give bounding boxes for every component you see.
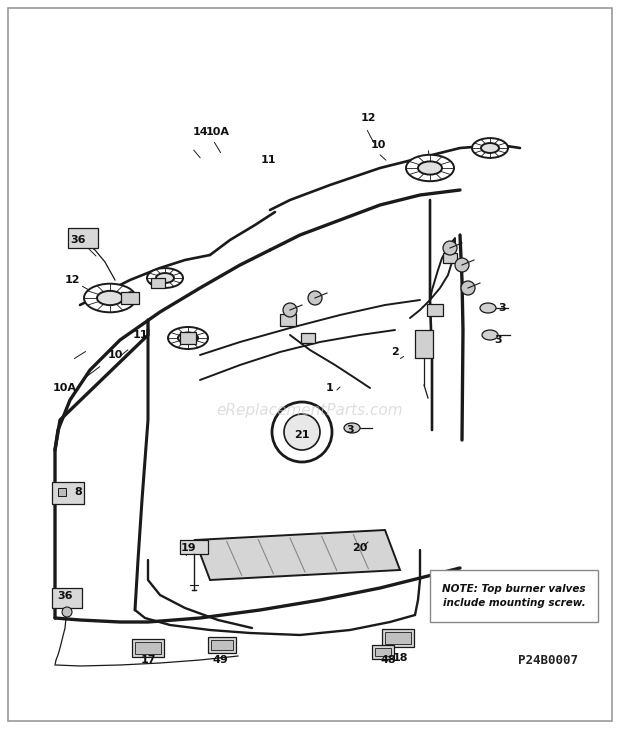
Bar — [372, 645, 394, 659]
Ellipse shape — [480, 303, 496, 313]
Bar — [385, 632, 411, 644]
Text: 11: 11 — [132, 330, 148, 340]
Text: 2: 2 — [391, 347, 399, 357]
Text: 20: 20 — [352, 543, 368, 553]
Text: NOTE: Top burner valves
include mounting screw.: NOTE: Top burner valves include mounting… — [442, 584, 586, 608]
Ellipse shape — [168, 327, 208, 349]
Bar — [58, 488, 66, 496]
Text: 49: 49 — [212, 655, 228, 665]
Text: P24B0007: P24B0007 — [518, 653, 578, 666]
Ellipse shape — [178, 332, 198, 343]
Circle shape — [461, 281, 475, 295]
Text: 10A: 10A — [206, 127, 230, 137]
Bar — [135, 642, 161, 654]
Text: 10A: 10A — [53, 383, 77, 393]
Ellipse shape — [418, 161, 442, 175]
Text: 10: 10 — [107, 350, 123, 360]
Text: 3: 3 — [346, 425, 354, 435]
Ellipse shape — [156, 273, 174, 283]
Ellipse shape — [344, 423, 360, 433]
Bar — [211, 640, 233, 650]
Text: 36: 36 — [57, 591, 73, 601]
Bar — [375, 648, 391, 656]
Text: 12: 12 — [64, 275, 80, 285]
Bar — [443, 253, 457, 263]
Text: 3: 3 — [494, 335, 502, 345]
Bar — [427, 304, 443, 316]
Text: 11: 11 — [260, 155, 276, 165]
Bar — [415, 330, 433, 358]
Circle shape — [443, 241, 457, 255]
Text: 17: 17 — [140, 655, 156, 665]
Bar — [68, 228, 98, 248]
Text: 14: 14 — [192, 127, 208, 137]
Circle shape — [308, 291, 322, 305]
Ellipse shape — [147, 268, 183, 288]
Text: 3: 3 — [498, 303, 506, 313]
Polygon shape — [195, 530, 400, 580]
Text: 36: 36 — [70, 235, 86, 245]
Bar — [301, 333, 315, 343]
Circle shape — [272, 402, 332, 462]
Text: 48: 48 — [380, 655, 396, 665]
Text: 21: 21 — [294, 430, 310, 440]
Bar — [180, 332, 196, 344]
Text: 19: 19 — [180, 543, 196, 553]
Ellipse shape — [481, 143, 499, 153]
Bar — [52, 588, 82, 608]
Ellipse shape — [406, 155, 454, 182]
Text: 18: 18 — [392, 653, 408, 663]
Bar — [132, 639, 164, 657]
Circle shape — [284, 414, 320, 450]
Text: eReplacementParts.com: eReplacementParts.com — [216, 402, 404, 418]
Ellipse shape — [472, 138, 508, 158]
Text: 10: 10 — [370, 140, 386, 150]
Bar — [121, 292, 139, 304]
Bar — [280, 314, 296, 326]
Circle shape — [62, 607, 72, 617]
Text: 1: 1 — [326, 383, 334, 393]
Ellipse shape — [482, 330, 498, 340]
Text: 12: 12 — [360, 113, 376, 123]
Circle shape — [283, 303, 297, 317]
Bar — [52, 482, 84, 504]
Bar — [430, 570, 598, 622]
Bar — [208, 637, 236, 653]
Bar — [180, 540, 208, 554]
Ellipse shape — [84, 284, 136, 312]
Ellipse shape — [97, 291, 123, 305]
Bar — [151, 278, 165, 288]
Circle shape — [455, 258, 469, 272]
Bar — [382, 629, 414, 647]
Text: 8: 8 — [74, 487, 82, 497]
